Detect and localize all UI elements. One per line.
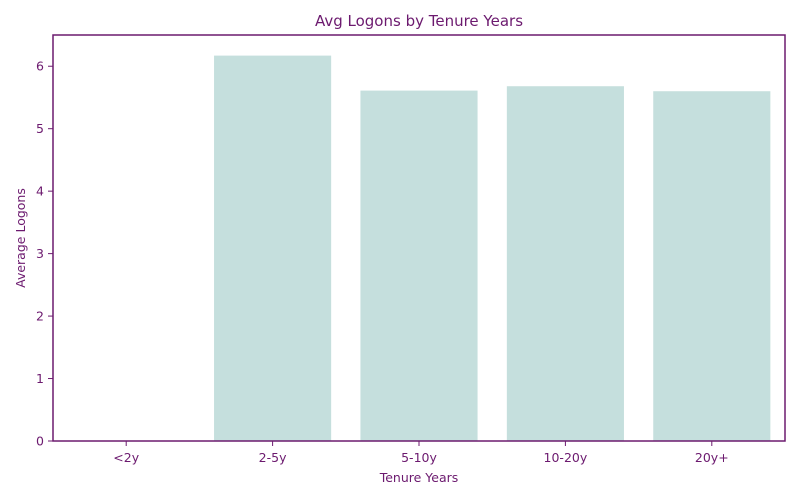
x-axis-label: Tenure Years — [379, 470, 459, 485]
y-tick-label: 1 — [36, 371, 44, 386]
y-tick-label: 6 — [36, 59, 44, 74]
x-axis-ticks: <2y 2-5y 5-10y 10-20y 20y+ — [113, 441, 729, 465]
y-tick-label: 4 — [36, 184, 44, 199]
y-tick-label: 2 — [36, 309, 44, 324]
bar-1 — [214, 55, 332, 442]
y-axis-label: Average Logons — [13, 188, 28, 288]
y-tick-label: 0 — [36, 434, 44, 449]
chart-title: Avg Logons by Tenure Years — [315, 12, 523, 30]
y-axis-ticks: 0 1 2 3 4 5 6 — [36, 59, 53, 449]
x-tick-label: 2-5y — [259, 450, 287, 465]
bar-2 — [360, 90, 478, 442]
bar-4 — [653, 91, 771, 441]
bar-3 — [506, 86, 624, 442]
x-tick-label: 20y+ — [695, 450, 729, 465]
y-tick-label: 5 — [36, 121, 44, 136]
x-tick-label: 10-20y — [544, 450, 588, 465]
x-tick-label: 5-10y — [401, 450, 437, 465]
plot-frame — [52, 34, 786, 442]
bars-group — [214, 55, 771, 442]
y-tick-label: 3 — [36, 246, 44, 261]
x-tick-label: <2y — [113, 450, 139, 465]
